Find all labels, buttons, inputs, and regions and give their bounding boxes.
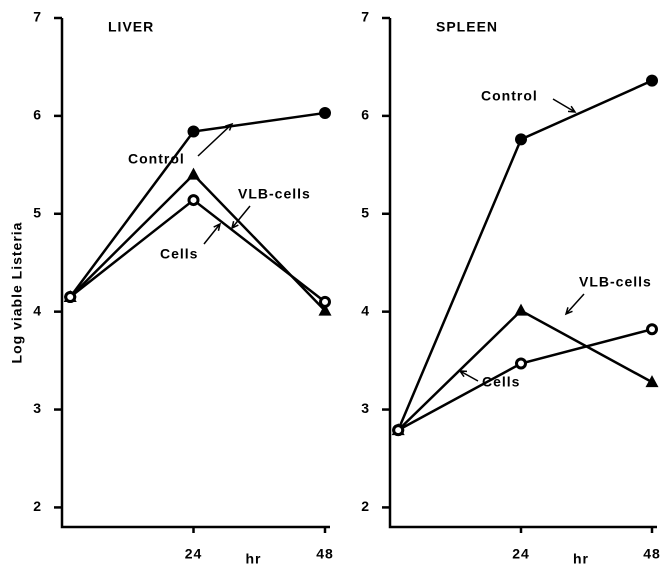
y-tick-label: 4 xyxy=(33,302,42,318)
y-tick-label: 2 xyxy=(33,498,42,514)
y-tick-label: 3 xyxy=(361,400,370,416)
series-label: VLB-cells xyxy=(238,186,311,202)
marker xyxy=(187,194,200,207)
label-arrow xyxy=(230,205,251,230)
y-tick-label: 7 xyxy=(33,9,42,25)
series-label: Control xyxy=(481,88,538,104)
marker xyxy=(319,295,331,308)
label-arrow xyxy=(197,122,234,157)
x-tick-label: 48 xyxy=(316,546,334,562)
x-axis-label: hr xyxy=(573,551,589,567)
marker xyxy=(646,323,658,336)
y-axis-label: Log viable Listeria xyxy=(9,222,25,364)
y-tick-label: 5 xyxy=(361,204,370,220)
y-tick-label: 2 xyxy=(361,498,370,514)
x-tick-label: 24 xyxy=(185,546,203,562)
panel-title: SPLEEN xyxy=(436,19,498,35)
marker xyxy=(645,375,659,388)
label-arrow xyxy=(564,293,585,316)
marker xyxy=(187,167,200,180)
marker xyxy=(319,106,331,119)
y-tick-label: 3 xyxy=(33,400,42,416)
axis-line xyxy=(60,18,330,529)
y-tick-label: 6 xyxy=(33,107,42,123)
marker xyxy=(187,125,200,138)
series-line xyxy=(397,328,653,432)
axis-line xyxy=(388,18,657,529)
y-tick-label: 5 xyxy=(33,204,42,220)
marker xyxy=(514,303,528,316)
marker xyxy=(318,303,332,316)
series-label: Control xyxy=(128,151,185,167)
label-arrow xyxy=(458,370,479,382)
x-axis-label: hr xyxy=(246,551,262,567)
series-label: VLB-cells xyxy=(579,274,652,290)
marker xyxy=(64,290,77,303)
marker xyxy=(515,357,527,370)
series-line xyxy=(397,309,653,431)
x-tick-label: 48 xyxy=(643,546,661,562)
series-label: Cells xyxy=(482,374,520,390)
y-tick-label: 7 xyxy=(361,9,370,25)
x-tick-label: 24 xyxy=(512,546,530,562)
label-arrow xyxy=(203,222,222,245)
label-arrow xyxy=(552,98,577,113)
marker xyxy=(515,133,527,146)
marker xyxy=(392,424,405,437)
panel-title: LIVER xyxy=(108,19,154,35)
y-tick-label: 4 xyxy=(361,302,370,318)
y-tick-label: 6 xyxy=(361,107,370,123)
series-label: Cells xyxy=(160,246,198,262)
marker xyxy=(646,74,658,87)
series-line xyxy=(397,79,653,431)
